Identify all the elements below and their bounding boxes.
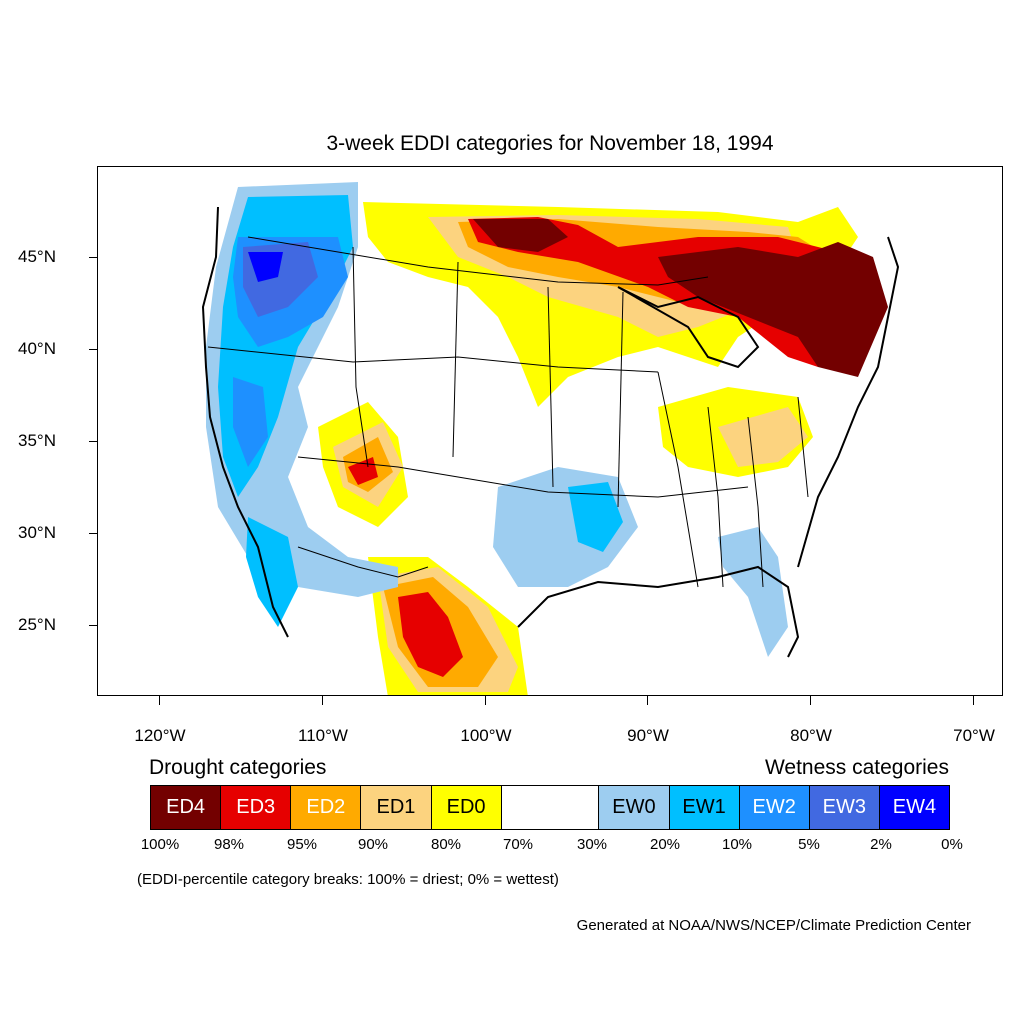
percentile-label: 100% [140,836,180,853]
lon-label: 100°W [460,726,512,745]
coastlines [201,206,900,658]
lat-label: 45°N [18,247,56,266]
lat-tick [89,625,97,627]
lon-label: 80°W [790,726,832,745]
ew0-region-southeast [718,527,788,657]
percentile-label: 30% [576,836,608,853]
legend-cell-neutral [501,786,600,829]
map-frame [97,166,1003,696]
ed4-region-northeast [658,242,888,377]
percentile-label: 0% [941,836,963,853]
ew2-region-california [233,377,268,467]
percentile-label: 98% [213,836,245,853]
percentile-label: 20% [649,836,681,853]
percentile-label: 80% [430,836,462,853]
lon-tick [485,696,487,705]
lat-label: 35°N [18,431,56,450]
lat-tick [89,349,97,351]
lat-label: 40°N [18,339,56,358]
borders [207,236,809,588]
legend-cell-ew4: EW4 [879,786,950,829]
map-title: 3-week EDDI categories for November 18, … [326,132,774,155]
lon-label: 90°W [627,726,669,745]
lon-label: 110°W [298,726,348,745]
legend-cell-ed1: ED1 [361,786,432,829]
lon-tick [322,696,324,705]
lat-tick [89,533,97,535]
category-breaks-note: (EDDI-percentile category breaks: 100% =… [137,871,559,888]
percentile-label: 10% [721,836,753,853]
ew1-region-pacific [246,517,298,627]
drought-categories-title: Drought categories [149,756,327,779]
lon-tick [973,696,975,705]
percentile-label: 70% [502,836,534,853]
ew1-region-southcentral [568,482,623,552]
legend-cell-ew1: EW1 [669,786,740,829]
ed1-region-ohio [718,407,808,467]
legend-colorbar: ED4 ED3 ED2 ED1 ED0 EW0 EW1 EW2 EW3 EW4 [150,785,950,830]
legend-cell-ed2: ED2 [291,786,362,829]
percentile-label: 5% [798,836,820,853]
credit-line: Generated at NOAA/NWS/NCEP/Climate Predi… [576,917,971,934]
lon-tick [810,696,812,705]
legend-cell-ed4: ED4 [151,786,222,829]
eddi-map [201,182,900,695]
legend-cell-ed3: ED3 [221,786,292,829]
legend-cell-ew0: EW0 [599,786,670,829]
ed3-region-texas [398,592,463,677]
lon-tick [647,696,649,705]
lat-label: 25°N [18,615,56,634]
percentile-label: 90% [357,836,389,853]
lon-label: 70°W [953,726,995,745]
lon-tick [159,696,161,705]
ew4-region-northwest [248,252,283,282]
percentile-label: 95% [286,836,318,853]
legend-cell-ew2: EW2 [739,786,810,829]
wetness-categories-title: Wetness categories [764,756,949,779]
percentile-label: 2% [870,836,892,853]
lat-tick [89,257,97,259]
legend-cell-ew3: EW3 [809,786,880,829]
lat-tick [89,441,97,443]
lon-label: 120°W [134,726,186,745]
legend-cell-ed0: ED0 [431,786,502,829]
lat-label: 30°N [18,523,56,542]
ed4-region-north [473,219,568,252]
